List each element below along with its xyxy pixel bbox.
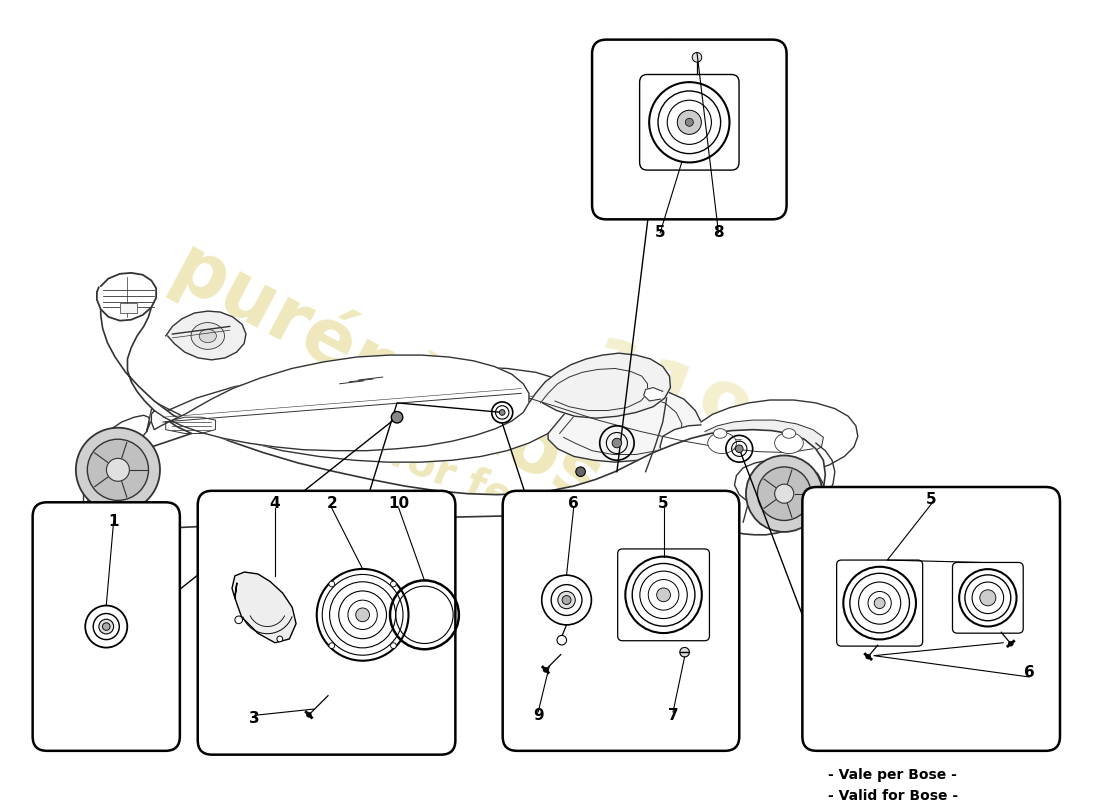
Polygon shape <box>644 387 663 401</box>
Text: 2: 2 <box>327 496 337 511</box>
Ellipse shape <box>782 429 795 438</box>
Circle shape <box>543 667 548 672</box>
Circle shape <box>746 455 823 532</box>
Bar <box>120 303 138 313</box>
Circle shape <box>235 616 242 624</box>
Polygon shape <box>232 572 296 642</box>
Circle shape <box>866 654 870 659</box>
Circle shape <box>980 590 996 606</box>
Text: 10: 10 <box>388 496 409 511</box>
Circle shape <box>575 467 585 477</box>
Polygon shape <box>744 461 824 527</box>
FancyBboxPatch shape <box>802 487 1060 751</box>
Circle shape <box>612 438 621 448</box>
Text: 7: 7 <box>668 708 679 722</box>
Polygon shape <box>703 420 824 463</box>
Polygon shape <box>166 311 246 360</box>
Polygon shape <box>97 273 156 321</box>
Circle shape <box>557 635 566 645</box>
Circle shape <box>355 608 370 622</box>
FancyBboxPatch shape <box>592 40 786 219</box>
Ellipse shape <box>774 433 803 454</box>
Text: 6: 6 <box>569 496 579 511</box>
Circle shape <box>329 581 334 587</box>
Circle shape <box>558 591 575 609</box>
Circle shape <box>87 439 148 500</box>
Circle shape <box>774 484 794 503</box>
Ellipse shape <box>191 322 224 350</box>
Circle shape <box>657 588 670 602</box>
Circle shape <box>329 642 334 649</box>
FancyBboxPatch shape <box>198 491 455 754</box>
Circle shape <box>107 458 130 482</box>
Text: 1196: 1196 <box>571 331 816 494</box>
Polygon shape <box>152 355 529 450</box>
Circle shape <box>758 467 811 521</box>
Polygon shape <box>548 386 701 462</box>
Polygon shape <box>146 366 576 462</box>
Circle shape <box>562 595 571 605</box>
Circle shape <box>390 642 396 649</box>
Circle shape <box>1009 642 1013 646</box>
Text: 1: 1 <box>109 514 119 529</box>
FancyBboxPatch shape <box>639 74 739 170</box>
Circle shape <box>99 619 113 634</box>
Circle shape <box>678 110 702 134</box>
Circle shape <box>307 713 311 718</box>
FancyBboxPatch shape <box>837 560 923 646</box>
FancyBboxPatch shape <box>953 562 1023 633</box>
Circle shape <box>390 581 396 587</box>
Circle shape <box>499 410 505 415</box>
Circle shape <box>392 411 403 423</box>
Polygon shape <box>84 434 153 508</box>
Circle shape <box>736 445 744 453</box>
Circle shape <box>277 636 283 642</box>
Polygon shape <box>660 400 858 479</box>
Circle shape <box>680 647 690 657</box>
Ellipse shape <box>199 330 217 342</box>
Text: 6: 6 <box>1024 665 1034 680</box>
Ellipse shape <box>714 429 727 438</box>
Text: parts for ferrari: parts for ferrari <box>256 381 614 558</box>
Circle shape <box>76 428 160 512</box>
Text: 5: 5 <box>926 492 936 507</box>
FancyBboxPatch shape <box>33 502 180 751</box>
Text: - Valid for Bose -: - Valid for Bose - <box>828 789 958 800</box>
Text: 8: 8 <box>713 225 724 239</box>
Text: 9: 9 <box>532 708 543 722</box>
Text: purépàrtós: purépàrtós <box>158 228 616 520</box>
Circle shape <box>874 598 886 609</box>
Circle shape <box>685 118 693 126</box>
Polygon shape <box>529 353 670 418</box>
Text: 5: 5 <box>654 225 666 239</box>
Text: - Vale per Bose -: - Vale per Bose - <box>828 768 957 782</box>
Circle shape <box>102 622 110 630</box>
FancyBboxPatch shape <box>503 491 739 751</box>
Text: 5: 5 <box>658 496 669 511</box>
FancyBboxPatch shape <box>618 549 710 641</box>
Ellipse shape <box>707 433 736 454</box>
Circle shape <box>692 53 702 62</box>
Polygon shape <box>84 415 151 532</box>
Text: 4: 4 <box>270 496 280 511</box>
Polygon shape <box>84 279 825 534</box>
Text: 3: 3 <box>249 711 260 726</box>
